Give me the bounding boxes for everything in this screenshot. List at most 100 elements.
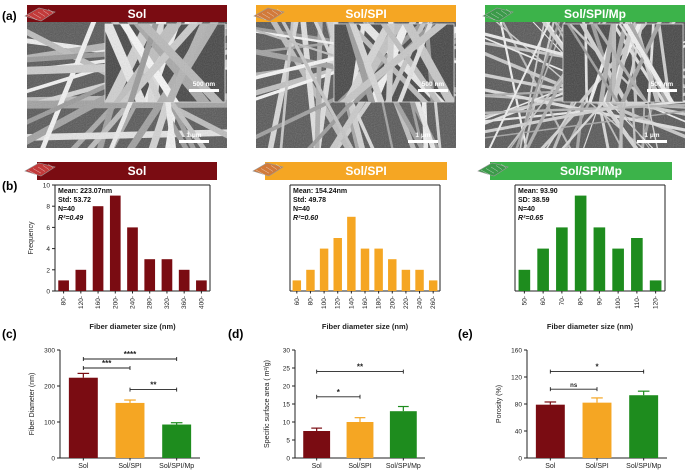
stat-line: Mean: 223.07nm bbox=[58, 188, 112, 195]
panel-label-4: (e) bbox=[458, 327, 473, 341]
sem-inset-scalebar bbox=[647, 89, 677, 92]
sem-main-scalebar bbox=[637, 140, 667, 143]
fabric-fiber bbox=[495, 165, 503, 170]
x-tick-label: 80- bbox=[578, 296, 585, 305]
sig-label: *** bbox=[102, 359, 112, 368]
bar bbox=[556, 227, 568, 291]
bar bbox=[75, 269, 87, 291]
x-tick-label: 110- bbox=[634, 296, 641, 309]
y-tick-label: 0 bbox=[286, 456, 290, 463]
bar bbox=[401, 269, 411, 291]
histogram-0: 0 2 4 6 8 10 Frequency 80- 120- 160- 200- 240- 280- 3… bbox=[28, 183, 211, 331]
sem-panel-0: Sol 500 nm 1 μm bbox=[24, 5, 227, 148]
bar bbox=[292, 280, 302, 291]
x-tick-label: Sol/SPI/Mp bbox=[159, 463, 194, 470]
bar bbox=[649, 280, 662, 291]
x-tick-label: Sol bbox=[545, 463, 556, 470]
stat-line: N=40 bbox=[58, 206, 75, 213]
histogram-header-0: Sol bbox=[24, 162, 217, 180]
bar bbox=[360, 248, 370, 291]
sig-label: ** bbox=[357, 363, 364, 372]
y-axis-label: Frequency bbox=[28, 221, 35, 255]
bar bbox=[127, 227, 138, 291]
fabric-icon bbox=[253, 7, 285, 22]
bar bbox=[162, 424, 192, 458]
fabric-fiber bbox=[47, 8, 54, 13]
fabric-icon bbox=[477, 162, 509, 177]
bar bbox=[306, 269, 315, 291]
y-tick-label: 5 bbox=[286, 438, 290, 445]
x-tick-label: 60- bbox=[294, 296, 301, 305]
bar bbox=[347, 216, 356, 291]
y-axis-label: Fiber Diameter (nm) bbox=[29, 373, 36, 436]
y-tick-label: 40 bbox=[515, 429, 523, 436]
y-tick-label: 10 bbox=[43, 183, 51, 190]
sem-inset-scalebar bbox=[189, 89, 219, 92]
sem-header-bar bbox=[256, 5, 456, 22]
fabric-fiber bbox=[485, 14, 496, 21]
histogram-title-bar bbox=[265, 162, 447, 180]
bar bbox=[58, 280, 69, 291]
fabric-fiber bbox=[276, 8, 283, 13]
x-tick-label: 220- bbox=[403, 296, 410, 309]
x-tick-label: 100- bbox=[615, 296, 622, 309]
y-axis-label: Specific surface area ( m²/g) bbox=[264, 360, 271, 448]
fabric-fiber bbox=[256, 14, 267, 21]
x-tick-label: 120- bbox=[78, 296, 85, 309]
sem-main-scale-label: 1 μm bbox=[415, 132, 430, 139]
histogram-title-bar bbox=[490, 162, 672, 180]
sig-label: ns bbox=[570, 383, 578, 389]
fabric-fiber bbox=[42, 10, 50, 15]
bar bbox=[92, 206, 104, 291]
bar bbox=[115, 402, 145, 458]
y-tick-label: 300 bbox=[44, 348, 55, 355]
fabric-fiber bbox=[485, 168, 495, 174]
fabric-fiber bbox=[42, 165, 50, 170]
x-axis-label: Fiber diameter size (nm) bbox=[322, 322, 409, 331]
y-tick-label: 25 bbox=[283, 366, 291, 373]
histogram-row: Sol 0 2 4 6 8 10 Frequency 80- 120- 160- 200- 240- 28… bbox=[24, 162, 672, 331]
y-tick-label: 8 bbox=[46, 204, 50, 211]
x-tick-label: 360- bbox=[181, 296, 188, 309]
sem-inset-scale-label: 500 nm bbox=[422, 81, 445, 88]
x-tick-label: 50- bbox=[521, 296, 528, 305]
bar bbox=[629, 395, 659, 458]
x-tick-label: 80- bbox=[61, 296, 68, 305]
y-axis-label: Porosity (%) bbox=[496, 385, 503, 423]
fabric-icon bbox=[482, 7, 514, 22]
x-tick-label: Sol/SPI bbox=[348, 463, 371, 470]
sem-main-scalebar bbox=[408, 140, 438, 143]
fabric-fiber bbox=[37, 11, 46, 17]
x-tick-label: Sol bbox=[312, 463, 323, 470]
summary-chart-0: 0 100 200 300 Fiber Diameter (nm) Sol Sol/SPI S… bbox=[29, 348, 200, 470]
bar bbox=[631, 238, 643, 291]
x-axis-label: Fiber diameter size (nm) bbox=[547, 322, 634, 331]
sig-label: * bbox=[337, 388, 341, 397]
fabric-fiber bbox=[37, 166, 46, 172]
x-tick-label: 120- bbox=[653, 296, 660, 309]
bar bbox=[144, 259, 156, 291]
bar bbox=[196, 280, 207, 291]
sem-inset-scale-label: 500 nm bbox=[651, 81, 674, 88]
x-tick-label: 70- bbox=[559, 296, 566, 305]
sem-header-bar bbox=[27, 5, 227, 22]
sem-main-scale-label: 1 μm bbox=[186, 132, 201, 139]
histogram-header-1: Sol/SPI bbox=[252, 162, 447, 180]
sem-inset-fibers bbox=[334, 24, 454, 102]
fabric-fiber bbox=[500, 163, 507, 168]
panel-labels: (a) (b) (c) (d) (e) bbox=[2, 9, 473, 341]
bar bbox=[319, 248, 329, 291]
bar bbox=[374, 248, 383, 291]
x-tick-label: 60- bbox=[540, 296, 547, 305]
r-squared: R²=0.60 bbox=[293, 215, 318, 222]
x-tick-label: Sol/SPI/Mp bbox=[626, 463, 661, 470]
histogram-title: Sol bbox=[128, 164, 147, 178]
bar bbox=[518, 269, 531, 291]
x-tick-label: 90- bbox=[596, 296, 603, 305]
stat-line: Mean: 154.24nm bbox=[293, 188, 347, 195]
fabric-fiber bbox=[47, 163, 54, 168]
fabric-fiber bbox=[261, 13, 271, 19]
sig-label: ** bbox=[150, 381, 157, 390]
